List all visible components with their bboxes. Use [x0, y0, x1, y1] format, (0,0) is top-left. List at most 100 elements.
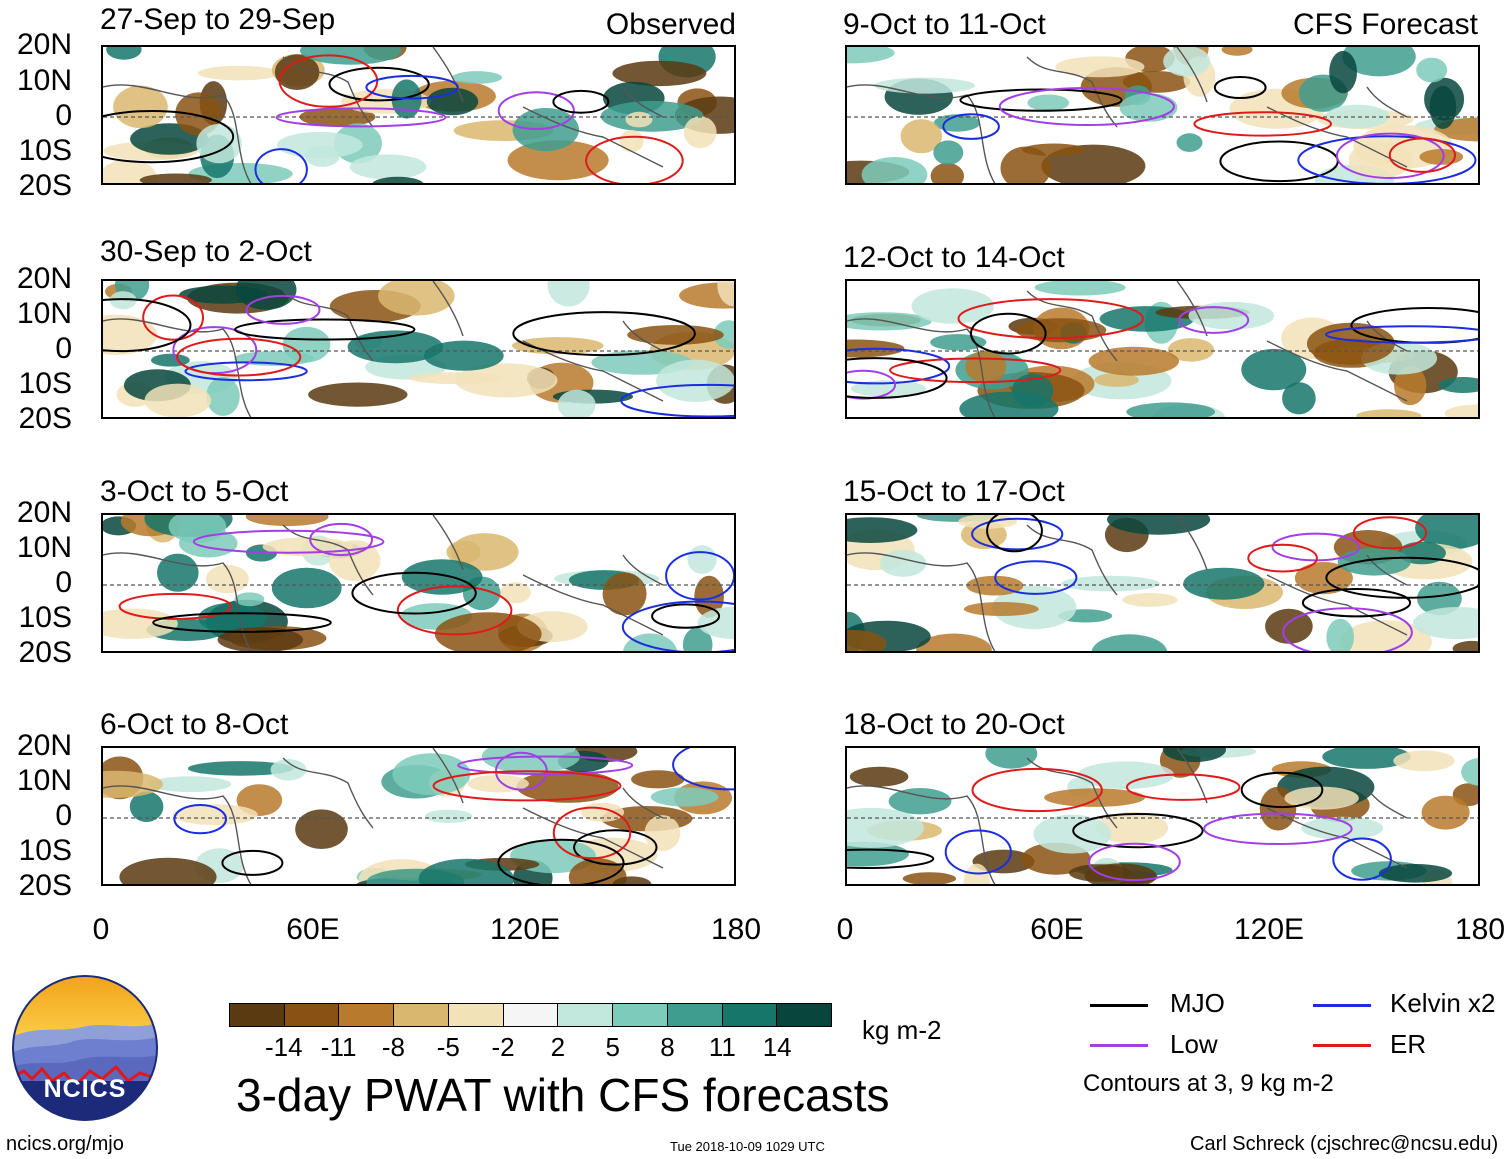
- coastline: [847, 785, 996, 884]
- anomaly-blob: [1188, 301, 1275, 330]
- coastline: [103, 552, 252, 651]
- anomaly-blob: [879, 549, 927, 577]
- coastline: [1266, 340, 1408, 402]
- ncics-logo-icon: [12, 975, 158, 1121]
- panel-title: 18-Oct to 20-Oct: [843, 708, 1065, 741]
- contour: [497, 838, 625, 884]
- anomaly-blob: [861, 157, 928, 183]
- anomaly-blob: [1221, 47, 1253, 56]
- anomaly-blob: [270, 759, 307, 781]
- anomaly-blob: [622, 633, 678, 651]
- anomaly-blob: [139, 173, 212, 183]
- y-tick-label: 20S: [18, 169, 72, 202]
- coastline: [622, 554, 664, 586]
- anomaly-blob: [1126, 402, 1216, 417]
- anomaly-blob: [900, 119, 942, 154]
- anomaly-blob: [547, 281, 590, 307]
- colorbar-tick-label: -2: [491, 1032, 515, 1062]
- legend-line-low: [1090, 1044, 1148, 1047]
- contour: [173, 804, 227, 835]
- anomaly-blob: [1415, 515, 1478, 549]
- colorbar-tick-label: 5: [605, 1032, 620, 1062]
- anomaly-blob: [119, 857, 217, 884]
- contour: [142, 294, 204, 341]
- anomaly-blob: [378, 281, 455, 316]
- anomaly-blob: [1337, 548, 1411, 576]
- contour: [351, 571, 477, 615]
- anomaly-blob: [481, 748, 580, 774]
- anomaly-blob: [1096, 812, 1169, 844]
- coastline: [522, 574, 664, 636]
- anomaly-blob: [271, 567, 342, 609]
- anomaly-blob: [1034, 281, 1126, 296]
- map-panel: [101, 513, 736, 653]
- anomaly-blob: [847, 841, 909, 867]
- anomaly-blob: [103, 159, 158, 183]
- contour: [889, 357, 1062, 384]
- anomaly-blob: [1282, 382, 1316, 415]
- contour: [1178, 306, 1250, 334]
- coastline: [622, 86, 664, 118]
- x-tick-label: 60E: [1030, 913, 1084, 946]
- anomaly-blob: [516, 770, 619, 803]
- anomaly-blob: [1294, 562, 1353, 595]
- anomaly-blob: [1027, 94, 1070, 112]
- coastline: [522, 340, 664, 402]
- anomaly-blob: [1326, 618, 1354, 651]
- anomaly-blob: [930, 162, 964, 183]
- anomaly-blob: [1060, 575, 1160, 592]
- contour: [552, 89, 610, 114]
- legend-label: Low: [1170, 1029, 1218, 1059]
- map-panel: [101, 279, 736, 419]
- coastline: [622, 787, 664, 819]
- anomaly-blob: [423, 340, 504, 371]
- contour: [651, 603, 721, 629]
- x-tick-label: 60E: [286, 913, 340, 946]
- coastline: [847, 318, 996, 417]
- anomaly-blob: [911, 288, 995, 324]
- coastline: [1176, 515, 1208, 571]
- anomaly-blob: [1393, 750, 1455, 772]
- contour: [1282, 607, 1413, 651]
- contour: [585, 135, 684, 183]
- y-tick-label: 10S: [18, 367, 72, 400]
- anomaly-blob: [1033, 814, 1112, 854]
- anomaly-blob: [847, 517, 918, 543]
- colorbar-units: kg m-2: [862, 1015, 942, 1045]
- anomaly-blob: [687, 545, 717, 574]
- coastline: [622, 320, 664, 352]
- colorbar-tick-label: -11: [320, 1032, 357, 1062]
- anomaly-blob: [103, 770, 163, 798]
- anomaly-blob: [187, 761, 294, 776]
- colorbar-tick-label: 8: [660, 1032, 675, 1062]
- anomaly-blob: [277, 131, 363, 159]
- anomaly-blob: [933, 114, 980, 132]
- anomaly-blob: [175, 92, 222, 136]
- anomaly-blob: [500, 582, 531, 604]
- contour: [103, 298, 192, 353]
- contour: [278, 54, 379, 108]
- anomaly-blob: [683, 116, 717, 149]
- anomaly-blob: [1394, 365, 1427, 406]
- y-tick-label: 20N: [16, 262, 72, 295]
- contour: [275, 107, 447, 128]
- anomaly-blob: [557, 389, 596, 417]
- panel-title: 9-Oct to 11-Oct: [843, 8, 1046, 41]
- anomaly-blob: [619, 130, 644, 153]
- colorbar-swatch: [777, 1004, 832, 1026]
- coastline: [103, 785, 252, 884]
- anomaly-blob: [717, 281, 734, 307]
- figure-title: 3-day PWAT with CFS forecasts: [236, 1069, 890, 1121]
- y-tick-label: 20S: [18, 402, 72, 435]
- anomaly-blob: [1325, 104, 1390, 129]
- contour: [971, 767, 1103, 813]
- coastline: [103, 318, 252, 417]
- y-tick-label: 20N: [16, 28, 72, 61]
- anomaly-blob: [1461, 758, 1478, 786]
- anomaly-blob: [217, 627, 304, 651]
- contour: [328, 66, 430, 102]
- anomaly-blob: [1077, 761, 1175, 789]
- anomaly-blob: [113, 85, 168, 129]
- coastline: [1266, 807, 1408, 869]
- contour: [432, 770, 622, 802]
